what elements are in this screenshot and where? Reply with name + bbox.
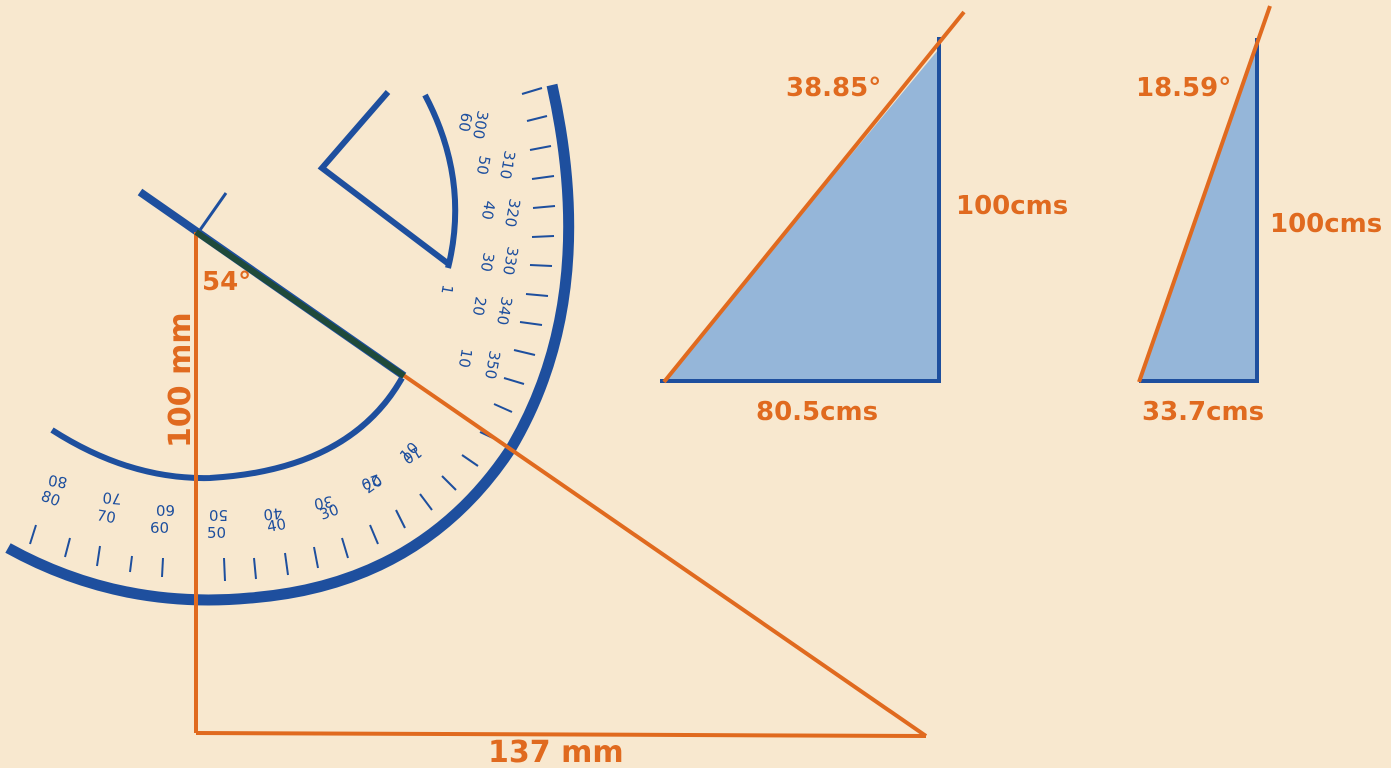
main-angle-label: 54° — [202, 267, 251, 297]
scale-lower-outer-80: 80 — [47, 471, 69, 492]
protractor-notch — [198, 192, 228, 231]
protractor-pointer — [317, 90, 452, 268]
scale-upper-outer-300: 300 — [469, 109, 492, 140]
scale-lower-inner-50: 50 — [207, 524, 226, 542]
triangle-b-height-label: 100cms — [1270, 209, 1382, 239]
scale-upper-inner-30: 30 — [477, 251, 498, 273]
scale-lower-inner-60: 60 — [150, 519, 169, 537]
main-vertical-label: 100 mm — [163, 312, 198, 448]
triangle-b-hypotenuse — [1137, 5, 1272, 383]
protractor-edge-overlap — [194, 229, 406, 379]
scale-upper-outer-330: 330 — [499, 245, 522, 276]
scale-upper-inner-60: 60 — [455, 111, 476, 133]
scale-lower-outer-20: 20 — [359, 470, 383, 493]
triangle-b-base-label: 33.7cms — [1142, 397, 1264, 427]
triangle-a-height-label: 100cms — [956, 191, 1068, 221]
scale-lower-inner-70: 70 — [95, 506, 117, 527]
scale-upper-outer-350: 350 — [481, 349, 504, 380]
scale-upper-inner-20: 20 — [469, 295, 490, 317]
scale-upper-inner-10: 10 — [455, 347, 476, 369]
protractor-inner-arc — [50, 376, 405, 482]
scale-upper-inner-1: 1 — [437, 283, 456, 296]
scale-lower-outer-30: 30 — [313, 492, 335, 513]
scale-upper-inner-40: 40 — [478, 199, 499, 221]
scale-lower-inner-30: 30 — [317, 500, 341, 523]
triangle-a-base-label: 80.5cms — [756, 397, 878, 427]
triangle-a — [660, 10, 966, 384]
protractor-outer-arc — [5, 83, 575, 606]
protractor-inner-upper-arc — [422, 93, 459, 269]
main-horizontal-label: 137 mm — [488, 735, 624, 768]
triangle-a-hypotenuse — [662, 10, 966, 384]
triangle-a-angle-label: 38.85° — [786, 73, 881, 103]
scale-lower-outer-70: 70 — [102, 488, 123, 508]
scale-lower-outer-60: 60 — [156, 501, 175, 519]
scale-lower-inner-80: 80 — [39, 487, 63, 510]
scale-upper-outer-310: 310 — [496, 149, 519, 180]
triangle-b-angle-label: 18.59° — [1136, 73, 1231, 103]
scale-lower-inner-40: 40 — [266, 515, 288, 536]
scale-upper-inner-50: 50 — [473, 154, 494, 176]
triangle-b — [1137, 5, 1272, 383]
main-triangle-base — [195, 731, 927, 738]
scale-lower-outer-50: 50 — [209, 506, 228, 524]
scale-lower-outer-40: 40 — [263, 504, 284, 524]
scale-upper-outer-320: 320 — [501, 197, 524, 228]
scale-upper-outer-340: 340 — [493, 295, 516, 326]
